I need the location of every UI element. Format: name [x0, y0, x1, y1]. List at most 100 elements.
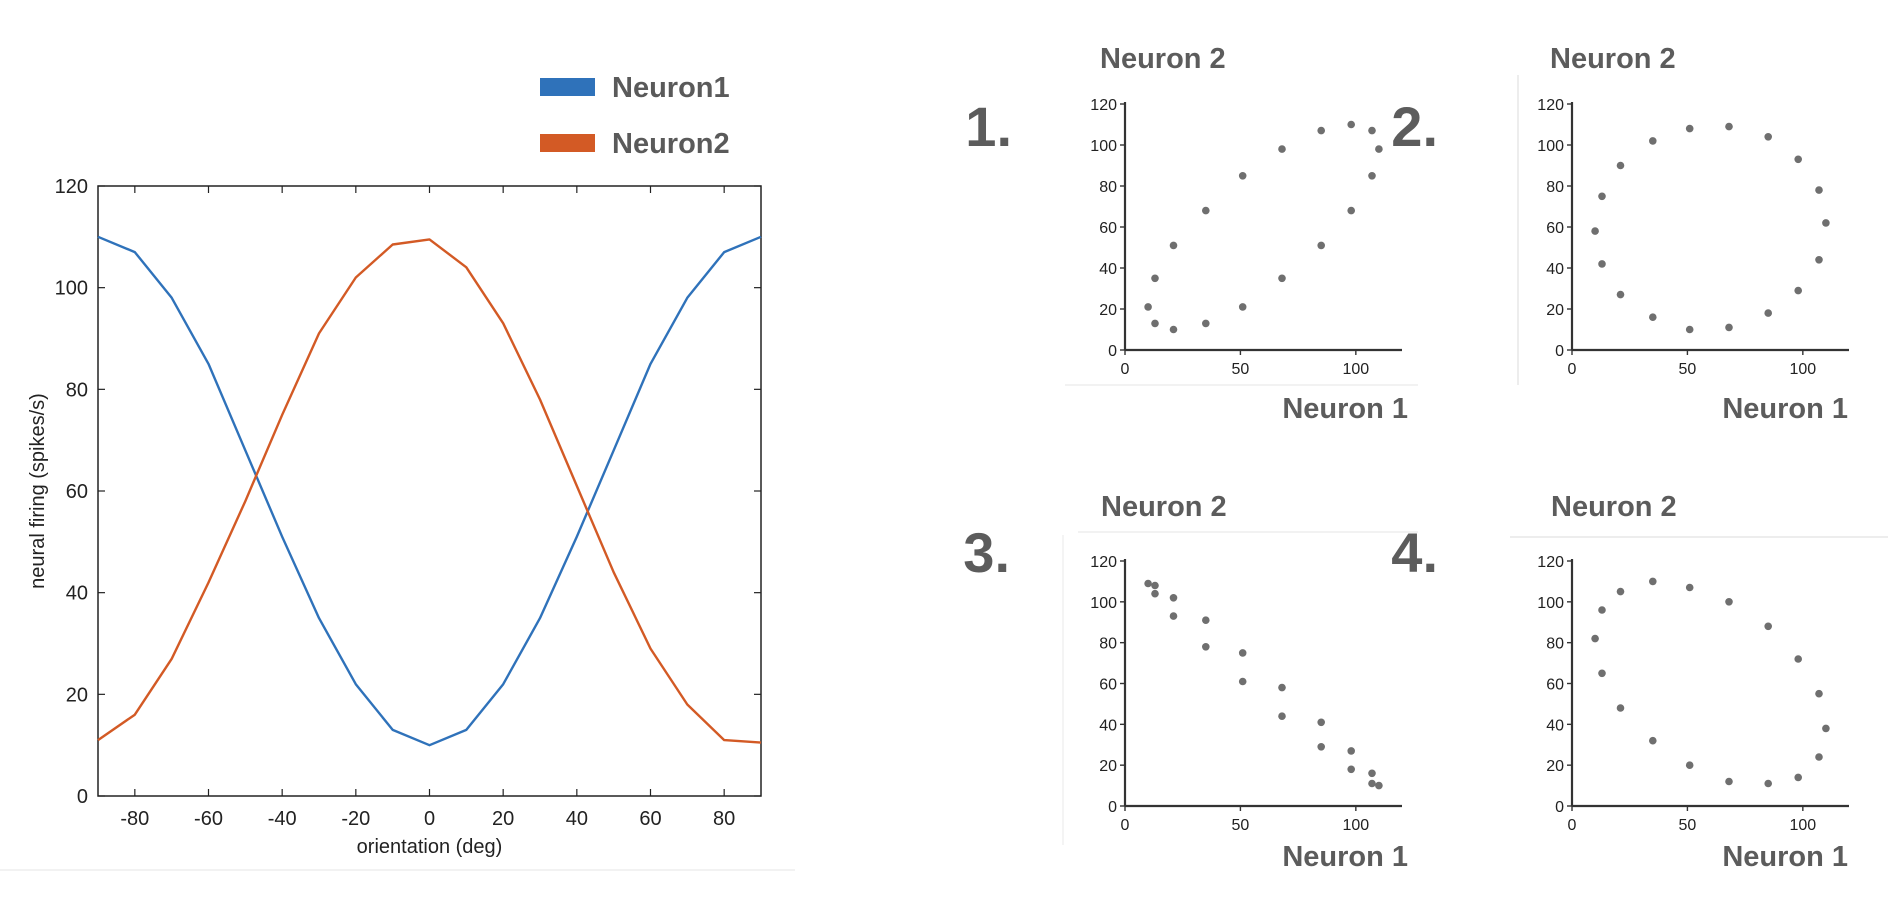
scatter-point: [1278, 712, 1286, 720]
y-tick-label: 80: [1546, 636, 1564, 653]
scatter-point: [1685, 583, 1694, 592]
scatter-point: [1591, 634, 1599, 643]
x-tick-label: 0: [1568, 817, 1577, 834]
y-tick-label: 60: [1099, 220, 1117, 237]
panel-axes: 0 20 40 60 80 100 120 0 50 100: [1537, 554, 1849, 834]
scatter-point: [1764, 133, 1772, 141]
scatter-point: [1202, 643, 1210, 651]
panel-number: 4.: [1391, 521, 1438, 584]
scatter-point: [1685, 761, 1694, 769]
y-tick-label: 80: [1099, 179, 1117, 196]
y-tick-label: 120: [1090, 97, 1117, 114]
y-tick-label: 100: [55, 278, 88, 300]
scatter-point: [1725, 598, 1733, 606]
y-tick-label: 60: [1099, 677, 1117, 694]
scatter-point: [1151, 274, 1159, 283]
scatter-point: [1794, 155, 1802, 164]
scatter-point: [1725, 323, 1733, 332]
scatter-point: [1169, 612, 1178, 620]
panel-number: 2.: [1391, 95, 1438, 158]
scatter-point: [1169, 241, 1178, 250]
legend: Neuron1 Neuron2: [540, 72, 730, 160]
scatter-point: [1347, 765, 1355, 774]
panel-axes: 0 20 40 60 80 100 120 0 50 100: [1090, 97, 1402, 378]
x-tick-label: -20: [341, 808, 370, 830]
scatter-point: [1764, 622, 1772, 631]
x-tick-label: -60: [194, 808, 223, 830]
scatter-point: [1794, 655, 1802, 663]
scatter-point: [1649, 577, 1657, 586]
scatter-point: [1591, 227, 1599, 235]
y-tick-label: 100: [1537, 138, 1564, 155]
y-axis-label: neural firing (spikes/s): [27, 393, 49, 589]
scatter-point: [1238, 303, 1247, 311]
scatter-point: [1815, 689, 1823, 698]
y-tick-label: 40: [1099, 261, 1117, 278]
x-tick-label: 0: [1121, 361, 1130, 378]
y-tick-label: 80: [1099, 636, 1117, 653]
scatter-point: [1202, 616, 1210, 624]
scatter-point: [1317, 241, 1325, 250]
scatter-point: [1368, 769, 1376, 778]
scatter-point: [1649, 137, 1657, 145]
scatter-point: [1347, 206, 1355, 215]
panel-number: 3.: [963, 521, 1010, 584]
scatter-panel-3: 3. Neuron 2 Neuron 1 0 20 40 60 80 100 120 0 50 1…: [963, 491, 1408, 873]
scatter-point: [1202, 206, 1210, 215]
y-tick-label: 100: [1090, 595, 1117, 612]
y-tick-label: 40: [1546, 261, 1564, 278]
y-tick-label: 40: [1099, 717, 1117, 734]
scatter-point: [1278, 274, 1286, 283]
panel-y-title: Neuron 2: [1101, 491, 1227, 523]
scatter-point: [1815, 753, 1823, 761]
legend-swatch-neuron1: [540, 78, 595, 96]
scatter-points: [1591, 122, 1830, 334]
panel-x-title: Neuron 1: [1282, 393, 1408, 425]
y-tick-label: 100: [1537, 595, 1564, 612]
x-tick-label: 50: [1679, 817, 1697, 834]
y-tick-label: 40: [1546, 717, 1564, 734]
y-tick-label: 80: [66, 379, 88, 401]
x-tick-label: 50: [1232, 361, 1250, 378]
scatter-point: [1685, 325, 1694, 334]
scatter-point: [1151, 581, 1159, 590]
legend-swatch-neuron2: [540, 134, 595, 152]
legend-label-neuron2: Neuron2: [612, 128, 730, 160]
y-tick-label: 0: [1108, 343, 1117, 360]
scatter-point: [1347, 120, 1355, 129]
y-tick-label: 60: [1546, 220, 1564, 237]
scatter-point: [1616, 290, 1625, 299]
x-tick-label: 60: [639, 808, 661, 830]
scatter-point: [1238, 649, 1247, 657]
scatter-point: [1598, 192, 1606, 201]
plot-frame: [97, 185, 762, 797]
y-tick-label: 0: [1108, 799, 1117, 816]
scatter-point: [1144, 303, 1152, 311]
y-tick-label: 20: [1546, 758, 1564, 775]
scatter-point: [1278, 145, 1286, 153]
x-tick-label: -80: [120, 808, 149, 830]
scatter-point: [1598, 669, 1606, 678]
scatter-point: [1685, 124, 1694, 133]
scatter-point: [1347, 747, 1355, 755]
x-tick-label: 40: [566, 808, 588, 830]
scatter-point: [1368, 779, 1376, 788]
y-tick-label: 60: [66, 481, 88, 503]
scatter-point: [1317, 126, 1325, 135]
scatter-point: [1151, 319, 1159, 328]
scatter-point: [1278, 683, 1286, 692]
scatter-point: [1794, 773, 1802, 782]
scatter-point: [1815, 255, 1823, 264]
y-tick-label: 120: [1537, 97, 1564, 114]
series-line-neuron2: [97, 238, 762, 744]
scatter-point: [1368, 172, 1376, 180]
y-tick-label: 100: [1090, 138, 1117, 155]
scatter-panel-2: 2. Neuron 2 Neuron 1 0 20 40 60 80 100 120 0 50 1…: [1391, 43, 1849, 425]
scatter-point: [1725, 122, 1733, 131]
y-tick-label: 20: [1099, 758, 1117, 775]
panel-y-title: Neuron 2: [1551, 491, 1677, 523]
y-tick-label: 20: [1099, 302, 1117, 319]
x-tick-label: 100: [1342, 361, 1369, 378]
scatter-panel-1: 1. Neuron 2 Neuron 1 0 20 40 60 80 100 120 0 50 1…: [965, 43, 1408, 425]
y-tick-label: 0: [77, 786, 88, 808]
